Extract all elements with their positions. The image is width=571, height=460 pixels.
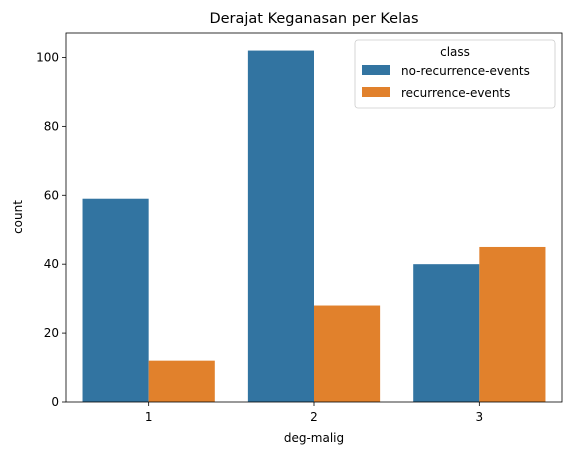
bar-recurrence-3 — [479, 246, 546, 402]
legend-label-recurrence: recurrence-events — [401, 86, 510, 100]
x-tick-label: 3 — [476, 410, 484, 424]
x-axis-label: deg-malig — [284, 431, 344, 445]
legend-swatch-recurrence — [362, 87, 390, 97]
bar-no-recurrence-1 — [82, 198, 149, 402]
legend: class no-recurrence-events recurrence-ev… — [354, 39, 556, 109]
legend-frame — [354, 39, 556, 109]
y-tick-label: 80 — [44, 119, 59, 133]
chart-title: Derajat Keganasan per Kelas — [209, 11, 418, 27]
x-tick-label: 1 — [145, 410, 153, 424]
legend-title: class — [440, 45, 470, 59]
x-tick-label: 2 — [310, 410, 318, 424]
y-tick-label: 60 — [44, 188, 59, 202]
y-axis-label: count — [11, 200, 25, 234]
bar-no-recurrence-2 — [247, 50, 314, 402]
y-tick-label: 40 — [44, 257, 59, 271]
bar-recurrence-1 — [148, 360, 215, 402]
legend-swatch-no-recurrence — [362, 65, 390, 75]
y-axis: 0 20 40 60 80 100 — [36, 50, 66, 409]
bar-recurrence-2 — [314, 305, 381, 402]
plot-frame — [65, 32, 563, 403]
bars — [82, 50, 546, 402]
y-tick-label: 0 — [51, 395, 59, 409]
legend-label-no-recurrence: no-recurrence-events — [401, 64, 530, 78]
x-axis: 1 2 3 — [145, 402, 483, 424]
bar-no-recurrence-3 — [413, 264, 480, 402]
y-tick-label: 100 — [36, 50, 59, 64]
y-tick-label: 20 — [44, 326, 59, 340]
